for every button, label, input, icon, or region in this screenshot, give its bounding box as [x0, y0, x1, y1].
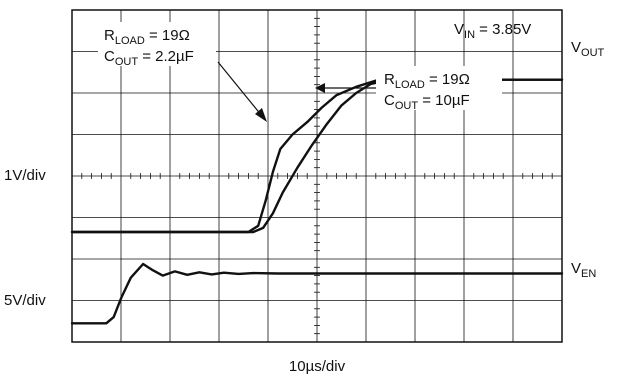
svg-text:COUT = 10µF: COUT = 10µF	[384, 92, 470, 112]
grid	[72, 10, 562, 342]
vin-annotation: VIN = 3.85V	[454, 21, 531, 41]
ven-label: VEN	[571, 260, 596, 280]
svg-text:RLOAD = 19Ω: RLOAD = 19Ω	[104, 27, 190, 47]
upper-scale-label: 1V/div	[4, 167, 46, 184]
trace-ven	[70, 262, 564, 325]
svg-text:RLOAD = 19Ω: RLOAD = 19Ω	[384, 71, 470, 91]
lower-scale-label: 5V/div	[4, 292, 46, 309]
annotation-cout-2p2uf: RLOAD = 19Ω COUT = 2.2µF	[98, 22, 267, 122]
svg-text:COUT = 2.2µF: COUT = 2.2µF	[104, 48, 194, 68]
plot-frame	[71, 9, 563, 343]
vout-label: VOUT	[571, 39, 605, 59]
x-axis-label: 10µs/div	[289, 358, 346, 375]
annotation-cout-10uf: RLOAD = 19Ω COUT = 10µF	[315, 66, 502, 112]
annotation-arrow-2p2uf	[217, 61, 263, 117]
